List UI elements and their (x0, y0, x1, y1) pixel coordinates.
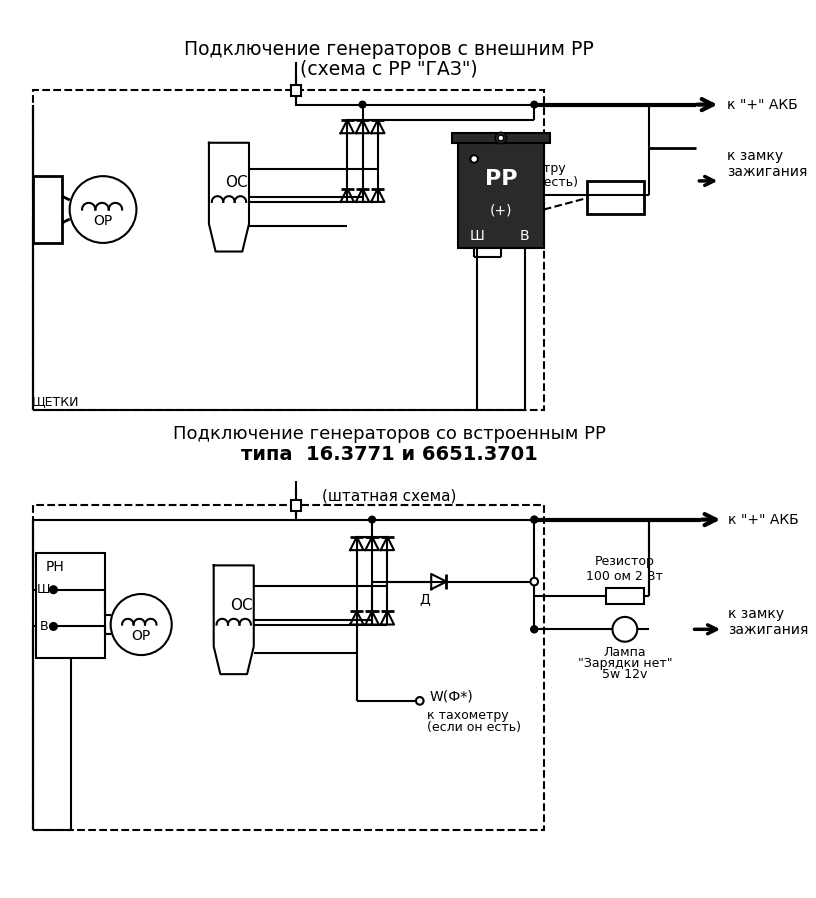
Text: к "+" АКБ: к "+" АКБ (727, 98, 798, 111)
Circle shape (531, 516, 538, 523)
Text: к замку
зажигания: к замку зажигания (727, 149, 807, 179)
Text: типа  16.3771 и 6651.3701: типа 16.3771 и 6651.3701 (241, 445, 538, 464)
Bar (33, 506, 543, 830)
Text: Ш: Ш (38, 583, 51, 596)
Text: "Зарядки нет": "Зарядки нет" (578, 657, 672, 670)
Circle shape (50, 622, 57, 630)
Bar (36, 553, 105, 658)
Circle shape (470, 155, 478, 163)
Text: Подключение генераторов с внешним РР: Подключение генераторов с внешним РР (184, 40, 594, 58)
Circle shape (416, 697, 424, 705)
Text: РР: РР (485, 170, 517, 189)
Text: ОР: ОР (131, 629, 151, 643)
Text: W(Ф*): W(Ф*) (429, 689, 473, 703)
Circle shape (369, 516, 375, 523)
Circle shape (69, 176, 136, 243)
Text: (если он есть): (если он есть) (484, 176, 578, 189)
Bar (458, 143, 543, 248)
Circle shape (530, 577, 538, 585)
Circle shape (531, 626, 538, 633)
Text: Подключение генераторов со встроенным РР: Подключение генераторов со встроенным РР (173, 425, 605, 443)
Bar (33, 176, 62, 243)
Bar (291, 499, 300, 511)
Circle shape (531, 101, 538, 108)
Text: 5w 12v: 5w 12v (602, 668, 648, 682)
Bar (587, 180, 644, 215)
Bar (33, 91, 543, 409)
Text: В: В (39, 620, 48, 633)
Text: РН: РН (46, 560, 64, 575)
Circle shape (50, 585, 57, 594)
Text: к тахометру: к тахометру (428, 709, 509, 722)
Text: Д: Д (419, 592, 430, 606)
Text: Лампа: Лампа (604, 647, 646, 659)
Circle shape (613, 617, 637, 642)
Text: Ш: Ш (470, 229, 485, 243)
Text: (если он есть): (если он есть) (428, 721, 521, 734)
Text: В: В (520, 229, 530, 243)
Text: ЩЕТКИ: ЩЕТКИ (32, 395, 79, 408)
Text: ОС: ОС (230, 598, 253, 613)
Circle shape (111, 594, 171, 655)
Circle shape (531, 626, 538, 633)
Bar (605, 588, 644, 603)
Circle shape (531, 516, 538, 523)
Bar (452, 133, 549, 143)
Circle shape (495, 132, 507, 144)
Text: ОР: ОР (93, 214, 113, 228)
Bar (291, 84, 300, 96)
Text: к "+" АКБ: к "+" АКБ (728, 513, 799, 526)
Circle shape (359, 101, 366, 108)
Text: (схема с РР "ГАЗ"): (схема с РР "ГАЗ") (300, 60, 478, 79)
Text: W(Ф*): W(Ф*) (484, 145, 527, 158)
Text: к тахометру: к тахометру (484, 162, 565, 175)
Text: (штатная схема): (штатная схема) (322, 489, 456, 503)
Text: Резистор
100 ом 2 Вт: Резистор 100 ом 2 Вт (587, 555, 663, 583)
Text: ОС: ОС (225, 175, 248, 190)
Text: (+): (+) (490, 204, 512, 218)
Text: к замку
зажигания: к замку зажигания (728, 606, 809, 637)
Circle shape (498, 135, 503, 141)
